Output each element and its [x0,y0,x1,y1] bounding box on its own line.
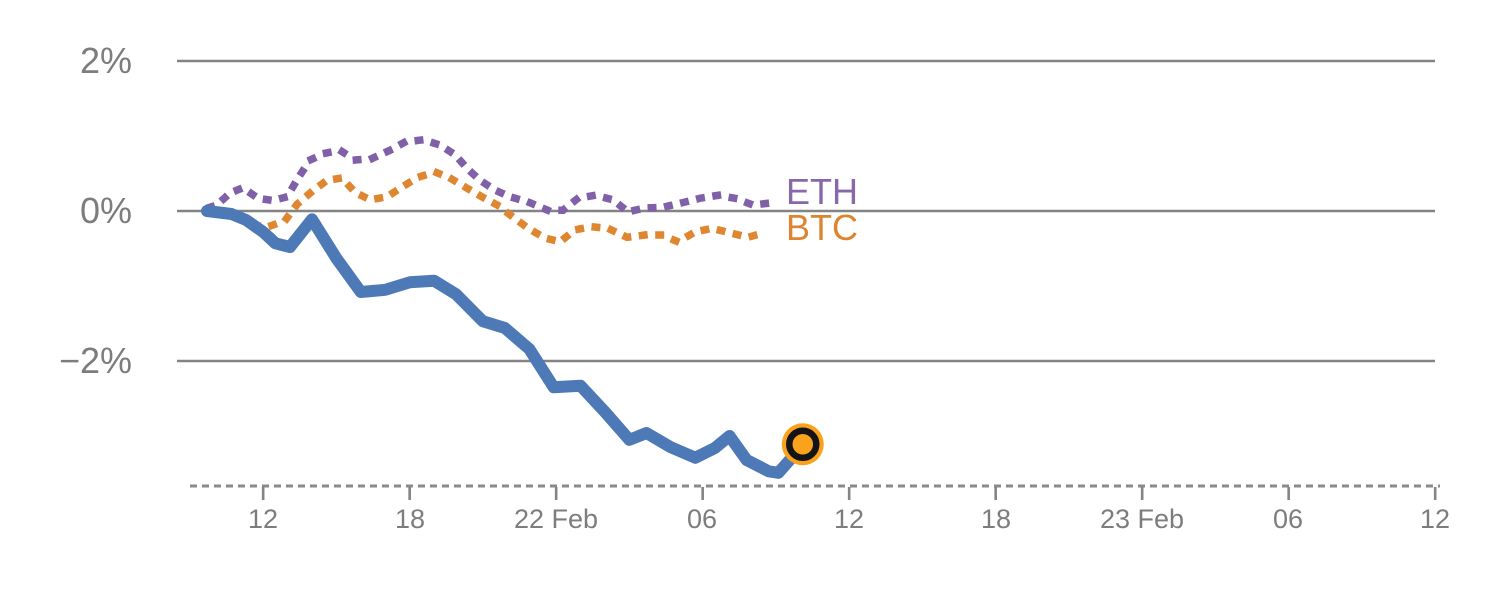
x-tick-label-1: 18 [394,504,426,534]
eth-line [205,135,777,216]
y-axis-label-2pct: 2% [79,40,132,81]
btc-series-label: BTC [786,207,858,248]
x-tick-label-8: 12 [1419,504,1451,534]
btc-line [205,168,772,246]
y-axis-label-0pct: 0% [79,190,132,231]
portfolio-line [201,205,809,479]
x-tick-label-0: 12 [247,504,279,534]
x-tick-label-5: 18 [980,504,1012,534]
x-tick-label-2: 22 Feb [513,504,599,534]
latest-point-marker-ring [786,427,820,461]
x-tick-label-7: 06 [1272,504,1304,534]
eth-series-label: ETH [786,171,858,212]
x-tick-label-3: 06 [686,504,718,534]
x-tick-label-6: 23 Feb [1099,504,1185,534]
y-axis-label-neg2pct: −2% [58,340,132,381]
x-tick-label-4: 12 [833,504,865,534]
